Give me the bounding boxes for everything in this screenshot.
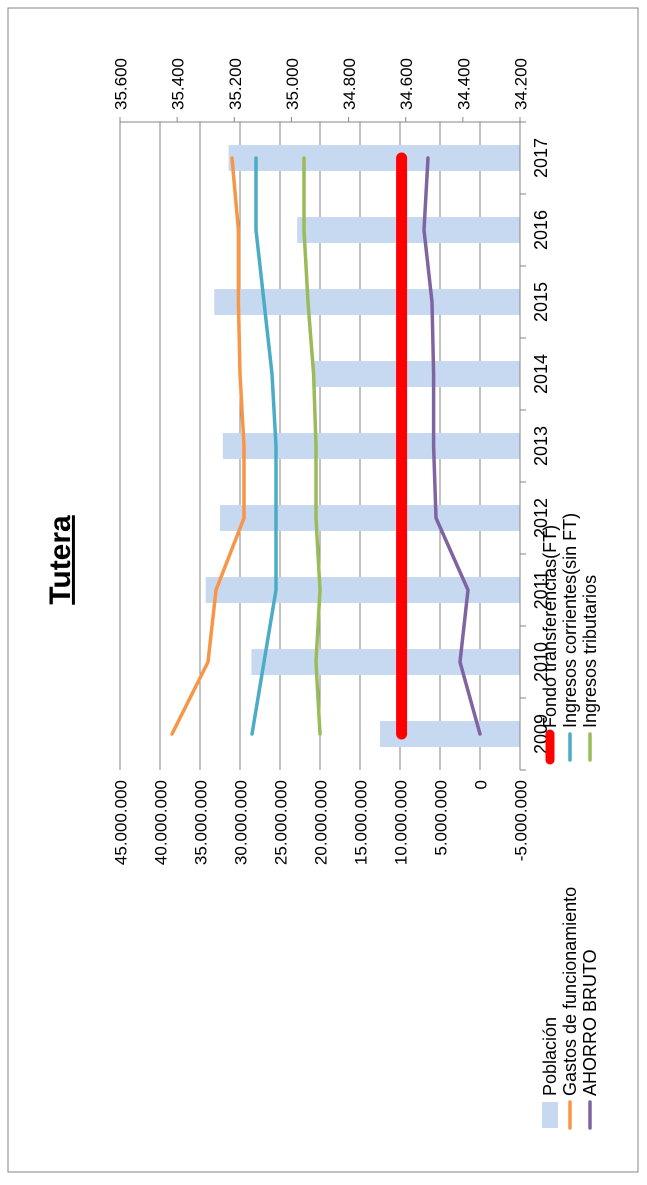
bar-poblacion-2010 [251,649,520,675]
category-tick-group: 2013 [531,426,551,466]
legend: Población Fondo transferencias(FT) Gastos … [540,513,600,1130]
right-tick-label: 34.200 [512,58,531,110]
left-tick-group: 30.000.000 [232,780,251,865]
left-tick-group: 5.000.000 [432,780,451,856]
category-tick-group: 2011 [531,571,551,610]
legend-entry: AHORRO BRUTO [580,949,600,1130]
legend-label: AHORRO BRUTO [580,949,600,1096]
right-tick-label: 34.400 [454,58,473,110]
left-tick-label: 5.000.000 [432,780,451,856]
legend-label: Ingresos tributarios [580,575,600,728]
left-tick-label: -5.000.000 [512,780,531,861]
left-tick-group: 10.000.000 [392,780,411,865]
left-tick-group: 15.000.000 [352,780,371,865]
left-tick-label: 20.000.000 [312,780,331,865]
category-tick-group: 2014 [531,354,551,394]
left-tick-group: 20.000.000 [312,780,331,865]
bars [205,145,521,747]
legend-label: Fondo transferencias(FT) [540,525,560,728]
left-tick-label: 30.000.000 [232,780,251,865]
left-tick-label: 0 [472,780,491,789]
category-tick-group: 2015 [531,282,551,322]
left-axis: -5.000.000 0 5.000.000 10.000.000 15.000.000… [112,780,531,865]
series-lines [170,152,482,740]
right-tick-label: 35.200 [226,58,245,110]
category-label-2017: 2017 [531,138,551,178]
left-tick-group: 0 [472,780,491,789]
right-tick-group: 34.200 [512,58,531,110]
chart-title-group: Tutera [44,515,77,605]
bar-poblacion-2015 [214,289,521,315]
category-label-2012: 2012 [531,498,551,538]
category-tick-group: 2017 [531,138,551,178]
right-tick-label: 35.000 [283,58,302,110]
legend-entry: Ingresos tributarios [580,575,600,762]
right-tick-label: 34.600 [397,58,416,110]
left-tick-group: 45.000.000 [112,780,131,865]
left-tick-label: 10.000.000 [392,780,411,865]
legend-entry: Ingresos corrientes(sin FT) [560,513,580,762]
legend-label: Ingresos corrientes(sin FT) [560,513,580,728]
left-tick-group: 35.000.000 [192,780,211,865]
category-tick-group: 2012 [531,498,551,538]
legend-label: Población [540,1017,560,1096]
right-tick-group: 34.800 [340,58,359,110]
category-tick-group: 2010 [531,642,551,682]
category-label-2015: 2015 [531,282,551,322]
left-tick-group: -5.000.000 [512,780,531,861]
left-tick-group: 25.000.000 [272,780,291,865]
category-label-2014: 2014 [531,354,551,394]
bar-poblacion-2017 [228,145,521,171]
left-tick-label: 40.000.000 [152,780,171,865]
bar-poblacion-2012 [220,505,520,531]
bar-poblacion-2014 [314,361,520,387]
series-line-1 [170,156,246,736]
right-tick-group: 35.000 [283,58,302,110]
right-tick-label: 35.600 [112,58,131,110]
bar-poblacion-2011 [205,577,520,603]
category-label-2010: 2010 [531,642,551,682]
right-tick-group: 35.200 [226,58,245,110]
category-label-2016: 2016 [531,210,551,250]
left-tick-group: 40.000.000 [152,780,171,865]
right-tick-group: 34.600 [397,58,416,110]
legend-entry: Fondo transferencias(FT) [540,525,560,765]
legend-label: Gastos de funcionamiento [560,887,580,1096]
series-line-4 [302,156,322,736]
left-tick-label: 25.000.000 [272,780,291,865]
right-tick-label: 35.400 [169,58,188,110]
legend-entry: Gastos de funcionamiento [560,887,580,1130]
right-tick-group: 34.400 [454,58,473,110]
category-label-2011: 2011 [531,571,551,610]
right-axis: 34.200 34.400 34.600 34.800 35.000 35.200 35.4… [112,58,531,123]
right-tick-group: 35.600 [112,58,131,110]
series-line-2 [250,156,278,736]
legend-box-marker [542,1102,558,1128]
bar-poblacion-2013 [222,433,520,459]
right-tick-group: 35.400 [169,58,188,110]
bar-poblacion-2016 [297,217,520,243]
category-tick-group: 2016 [531,210,551,250]
legend-entry: Población [540,1017,560,1128]
left-tick-label: 15.000.000 [352,780,371,865]
left-tick-label: 35.000.000 [192,780,211,865]
chart-title: Tutera [44,515,77,605]
right-tick-label: 34.800 [340,58,359,110]
series-line-3 [422,156,482,736]
left-tick-label: 45.000.000 [112,780,131,865]
category-label-2013: 2013 [531,426,551,466]
